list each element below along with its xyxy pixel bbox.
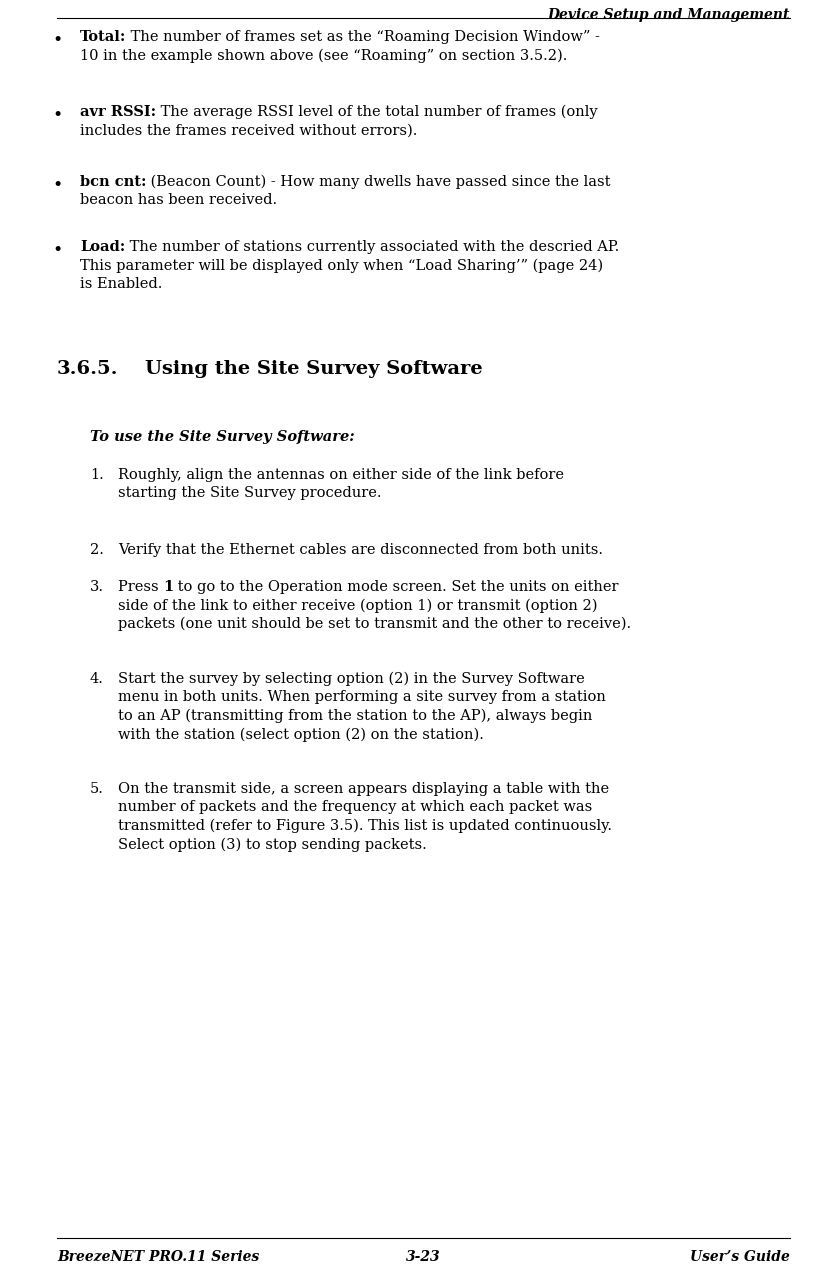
Text: Using the Site Survey Software: Using the Site Survey Software [145, 360, 482, 378]
Text: bcn cnt:: bcn cnt: [80, 175, 147, 189]
Text: number of packets and the frequency at which each packet was: number of packets and the frequency at w… [118, 801, 592, 815]
Text: •: • [52, 176, 62, 194]
Text: to go to the Operation mode screen. Set the units on either: to go to the Operation mode screen. Set … [173, 580, 619, 594]
Text: •: • [52, 107, 62, 124]
Text: •: • [52, 32, 62, 49]
Text: 3.: 3. [90, 580, 104, 594]
Text: avr RSSI:: avr RSSI: [80, 105, 156, 119]
Text: packets (one unit should be set to transmit and the other to receive).: packets (one unit should be set to trans… [118, 617, 631, 632]
Text: includes the frames received without errors).: includes the frames received without err… [80, 123, 417, 137]
Text: The number of frames set as the “Roaming Decision Window” -: The number of frames set as the “Roaming… [127, 30, 601, 44]
Text: To use the Site Survey Software:: To use the Site Survey Software: [90, 430, 355, 444]
Text: 3.6.5.: 3.6.5. [57, 360, 118, 378]
Text: 1.: 1. [90, 468, 104, 482]
Text: The average RSSI level of the total number of frames (only: The average RSSI level of the total numb… [156, 105, 598, 119]
Text: Roughly, align the antennas on either side of the link before: Roughly, align the antennas on either si… [118, 468, 564, 482]
Text: Start the survey by selecting option (2) in the Survey Software: Start the survey by selecting option (2)… [118, 673, 585, 687]
Text: User’s Guide: User’s Guide [690, 1250, 790, 1264]
Text: 5.: 5. [90, 782, 104, 796]
Text: Device Setup and Management: Device Setup and Management [547, 8, 790, 22]
Text: to an AP (transmitting from the station to the AP), always begin: to an AP (transmitting from the station … [118, 709, 592, 723]
Text: transmitted (refer to Figure 3.5). This list is updated continuously.: transmitted (refer to Figure 3.5). This … [118, 819, 612, 834]
Text: •: • [52, 242, 62, 259]
Text: On the transmit side, a screen appears displaying a table with the: On the transmit side, a screen appears d… [118, 782, 609, 796]
Text: 3-23: 3-23 [407, 1250, 441, 1264]
Text: 4.: 4. [90, 673, 104, 687]
Text: starting the Site Survey procedure.: starting the Site Survey procedure. [118, 486, 382, 500]
Text: (Beacon Count) - How many dwells have passed since the last: (Beacon Count) - How many dwells have pa… [147, 175, 611, 189]
Text: is Enabled.: is Enabled. [80, 277, 162, 291]
Text: menu in both units. When performing a site survey from a station: menu in both units. When performing a si… [118, 690, 606, 704]
Text: The number of stations currently associated with the descried AP.: The number of stations currently associa… [125, 240, 620, 254]
Text: Load:: Load: [80, 240, 125, 254]
Text: Select option (3) to stop sending packets.: Select option (3) to stop sending packet… [118, 838, 426, 851]
Text: 10 in the example shown above (see “Roaming” on section 3.5.2).: 10 in the example shown above (see “Roam… [80, 48, 567, 63]
Text: This parameter will be displayed only when “Load Sharing’” (page 24): This parameter will be displayed only wh… [80, 259, 603, 273]
Text: 2.: 2. [90, 543, 104, 557]
Text: with the station (select option (2) on the station).: with the station (select option (2) on t… [118, 727, 484, 742]
Text: BreezeNET PRO.11 Series: BreezeNET PRO.11 Series [57, 1250, 259, 1264]
Text: Press: Press [118, 580, 163, 594]
Text: 1: 1 [163, 580, 173, 594]
Text: beacon has been received.: beacon has been received. [80, 193, 277, 208]
Text: Verify that the Ethernet cables are disconnected from both units.: Verify that the Ethernet cables are disc… [118, 543, 603, 557]
Text: side of the link to either receive (option 1) or transmit (option 2): side of the link to either receive (opti… [118, 599, 597, 613]
Text: Total:: Total: [80, 30, 127, 44]
